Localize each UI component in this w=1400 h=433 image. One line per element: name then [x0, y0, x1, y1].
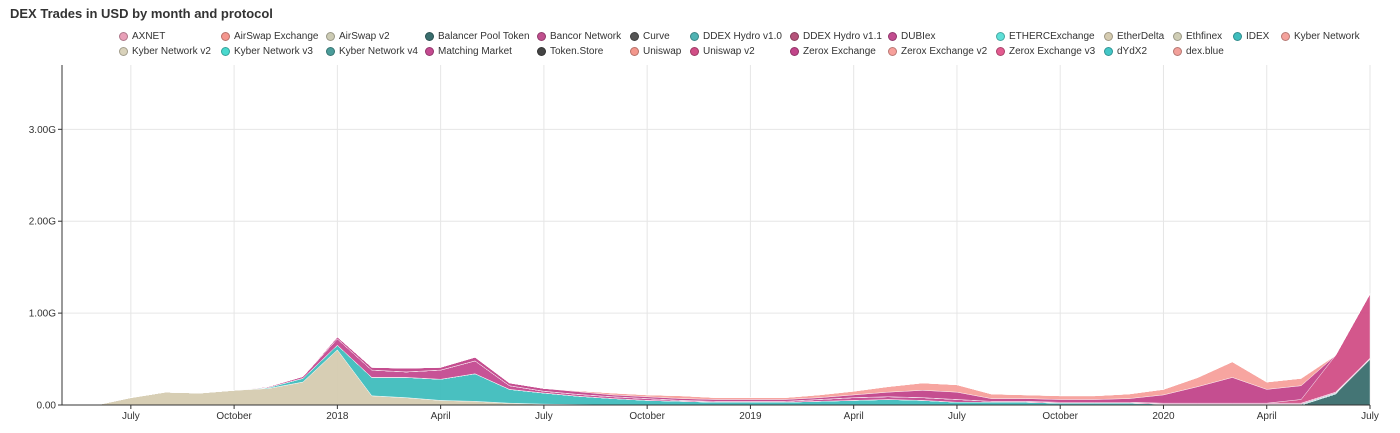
x-tick-label: October — [629, 411, 665, 422]
legend-label: Uniswap — [643, 45, 682, 57]
legend-swatch — [1281, 31, 1290, 41]
legend-item[interactable]: AirSwap v2 — [326, 29, 390, 43]
x-tick-label: April — [1257, 411, 1277, 422]
legend-swatch — [690, 46, 699, 56]
legend-label: AirSwap Exchange — [234, 30, 319, 42]
legend-label: Kyber Network v3 — [234, 45, 313, 57]
legend-label: Zerox Exchange v2 — [901, 45, 988, 57]
legend-label: dex.blue — [1186, 45, 1224, 57]
x-tick-label: July — [948, 411, 966, 422]
legend-swatch — [221, 31, 230, 41]
legend-swatch — [326, 46, 335, 56]
legend-swatch — [537, 46, 546, 56]
legend-item[interactable]: DDEX Hydro v1.1 — [790, 29, 882, 43]
legend-item[interactable]: ETHERCExchange — [996, 29, 1095, 43]
area-series — [62, 293, 1371, 406]
y-tick-label: 2.00G — [29, 217, 56, 228]
legend-item[interactable]: EtherDelta — [1104, 29, 1164, 43]
legend-label: DDEX Hydro v1.1 — [803, 30, 882, 42]
legend-label: Curve — [643, 30, 670, 42]
legend-label: Bancor Network — [550, 30, 622, 42]
legend-swatch — [888, 31, 897, 41]
legend-item[interactable]: Bancor Network — [537, 29, 621, 43]
legend-item[interactable]: Zerox Exchange v3 — [996, 44, 1095, 58]
legend-item[interactable]: Zerox Exchange — [790, 44, 876, 58]
legend-item[interactable]: dYdX2 — [1104, 44, 1147, 58]
legend-label: Kyber Network — [1294, 30, 1360, 42]
legend-swatch — [1104, 46, 1113, 56]
legend-label: Kyber Network v2 — [132, 45, 211, 57]
x-tick-label: April — [431, 411, 451, 422]
legend-label: DDEX Hydro v1.0 — [703, 30, 782, 42]
legend-swatch — [888, 46, 897, 56]
legend-label: Zerox Exchange v3 — [1009, 45, 1096, 57]
legend-label: DUBIex — [901, 30, 936, 42]
legend-item[interactable]: Kyber Network v3 — [221, 44, 313, 58]
legend-item[interactable]: Zerox Exchange v2 — [888, 44, 987, 58]
y-tick-label: 0.00 — [37, 401, 57, 412]
legend-swatch — [119, 31, 128, 41]
legend-label: AirSwap v2 — [339, 30, 390, 42]
legend-swatch — [425, 46, 434, 56]
x-tick-label: October — [216, 411, 252, 422]
legend-swatch — [425, 31, 434, 41]
legend-item[interactable]: Balancer Pool Token — [425, 29, 530, 43]
legend-item[interactable]: DUBIex — [888, 29, 935, 43]
legend-item[interactable]: IDEX — [1233, 29, 1269, 43]
legend-swatch — [221, 46, 230, 56]
legend-item[interactable]: DDEX Hydro v1.0 — [690, 29, 782, 43]
legend-swatch — [1173, 31, 1182, 41]
legend-item[interactable]: AXNET — [119, 29, 165, 43]
y-tick-label: 3.00G — [29, 125, 56, 136]
x-tick-label: 2018 — [326, 411, 349, 422]
legend-label: EtherDelta — [1117, 30, 1165, 42]
legend-item[interactable]: Matching Market — [425, 44, 512, 58]
legend-swatch — [1233, 31, 1242, 41]
legend-label: Ethfinex — [1186, 30, 1223, 42]
legend-item[interactable]: Ethfinex — [1173, 29, 1222, 43]
x-tick-label: 2020 — [1152, 411, 1175, 422]
legend-label: AXNET — [132, 30, 166, 42]
legend-label: Uniswap v2 — [703, 45, 755, 57]
legend-swatch — [1173, 46, 1182, 56]
x-tick-label: July — [1361, 411, 1379, 422]
legend-item[interactable]: Kyber Network — [1281, 29, 1360, 43]
legend-swatch — [690, 31, 699, 41]
legend-label: Token.Store — [550, 45, 604, 57]
chart-title: DEX Trades in USD by month and protocol — [10, 6, 273, 21]
legend-swatch — [1104, 31, 1113, 41]
x-tick-label: July — [535, 411, 553, 422]
legend-swatch — [790, 46, 799, 56]
legend-swatch — [996, 31, 1005, 41]
legend-label: Zerox Exchange — [803, 45, 876, 57]
legend-swatch — [996, 46, 1005, 56]
legend-swatch — [537, 31, 546, 41]
legend-swatch — [790, 31, 799, 41]
legend-label: Kyber Network v4 — [339, 45, 418, 57]
legend-swatch — [630, 31, 639, 41]
x-tick-label: April — [844, 411, 864, 422]
x-tick-label: October — [1042, 411, 1078, 422]
legend-label: IDEX — [1246, 30, 1270, 42]
legend-label: ETHERCExchange — [1009, 30, 1095, 42]
legend-label: Balancer Pool Token — [438, 30, 530, 42]
legend-swatch — [630, 46, 639, 56]
legend-label: dYdX2 — [1117, 45, 1148, 57]
legend-item[interactable]: Token.Store — [537, 44, 603, 58]
legend-item[interactable]: dex.blue — [1173, 44, 1224, 58]
y-tick-label: 1.00G — [29, 309, 56, 320]
legend-item[interactable]: AirSwap Exchange — [221, 29, 319, 43]
legend-item[interactable]: Uniswap — [630, 44, 681, 58]
legend-item[interactable]: Uniswap v2 — [690, 44, 755, 58]
legend-label: Matching Market — [438, 45, 512, 57]
chart-legend: AXNET AirSwap Exchange AirSwap v2 Balancer … — [0, 0, 1400, 62]
x-tick-label: 2019 — [739, 411, 762, 422]
legend-item[interactable]: Kyber Network v4 — [326, 44, 418, 58]
legend-item[interactable]: Kyber Network v2 — [119, 44, 211, 58]
legend-swatch — [119, 46, 128, 56]
x-tick-label: July — [122, 411, 140, 422]
legend-swatch — [326, 31, 335, 41]
legend-item[interactable]: Curve — [630, 29, 670, 43]
